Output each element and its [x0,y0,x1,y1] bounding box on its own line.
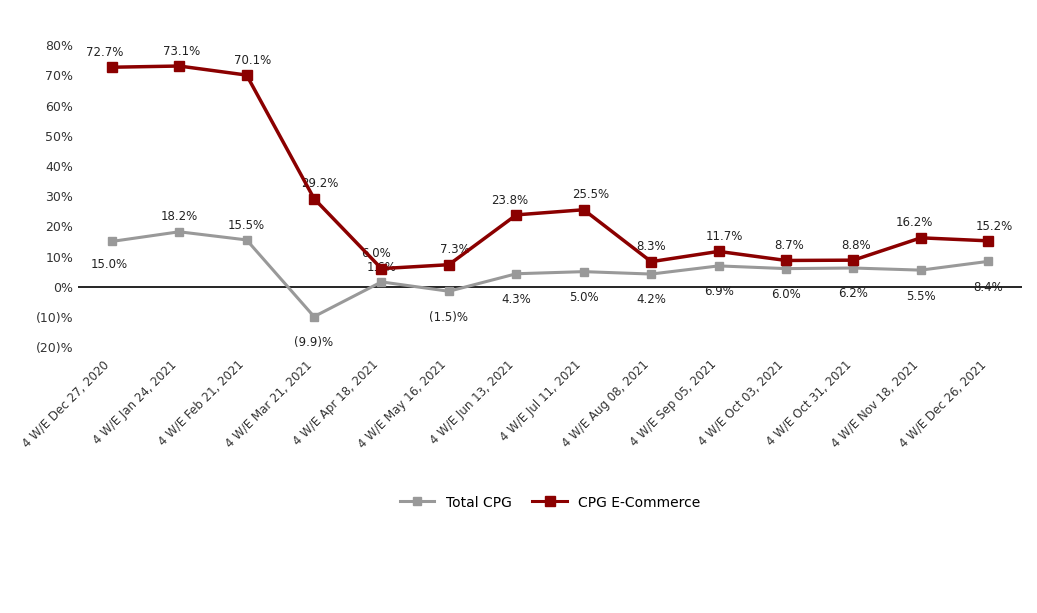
Text: 70.1%: 70.1% [233,54,271,67]
Text: 8.8%: 8.8% [841,239,871,252]
Text: 16.2%: 16.2% [895,216,932,229]
Total CPG [106,238,118,245]
CPG E-Commerce [915,234,927,242]
Text: 8.7%: 8.7% [774,239,804,252]
Text: 4.3%: 4.3% [502,293,531,306]
Text: 72.7%: 72.7% [86,46,123,59]
Text: (9.9)%: (9.9)% [295,336,334,349]
Total CPG [915,267,927,274]
Text: 25.5%: 25.5% [572,188,610,202]
CPG E-Commerce [712,248,725,255]
CPG E-Commerce [982,237,994,245]
Total CPG [847,264,860,272]
Text: 18.2%: 18.2% [161,210,198,224]
Text: 6.0%: 6.0% [772,288,801,301]
Total CPG [443,287,455,295]
Total CPG [308,313,320,321]
Text: 8.3%: 8.3% [637,240,666,253]
Total CPG [375,278,388,286]
Text: 6.2%: 6.2% [839,287,868,300]
CPG E-Commerce [578,206,590,213]
Text: 8.4%: 8.4% [974,281,1003,294]
Text: 6.0%: 6.0% [361,247,391,261]
Total CPG [645,270,657,278]
CPG E-Commerce [308,195,320,202]
CPG E-Commerce [780,257,792,264]
Text: 7.3%: 7.3% [440,243,470,256]
Text: 5.5%: 5.5% [906,289,935,303]
Legend: Total CPG, CPG E-Commerce: Total CPG, CPG E-Commerce [393,489,707,517]
Text: 5.0%: 5.0% [569,291,598,304]
CPG E-Commerce [443,261,455,268]
Total CPG [510,270,523,278]
Line: CPG E-Commerce: CPG E-Commerce [107,61,993,273]
CPG E-Commerce [241,71,253,78]
CPG E-Commerce [173,63,186,70]
Text: 15.0%: 15.0% [90,258,128,271]
CPG E-Commerce [847,256,860,264]
Text: 29.2%: 29.2% [301,177,338,190]
Text: 1.6%: 1.6% [366,261,396,273]
Text: 15.5%: 15.5% [228,219,265,232]
Line: Total CPG: Total CPG [108,227,992,321]
Text: 23.8%: 23.8% [491,194,528,207]
Text: 6.9%: 6.9% [704,285,733,299]
Total CPG [578,268,590,275]
Text: 73.1%: 73.1% [164,45,200,58]
Text: 4.2%: 4.2% [637,294,666,306]
Total CPG [780,265,792,272]
CPG E-Commerce [645,258,657,265]
CPG E-Commerce [106,64,118,71]
Text: 15.2%: 15.2% [975,219,1012,232]
CPG E-Commerce [375,265,388,272]
Total CPG [982,257,994,265]
Text: (1.5)%: (1.5)% [429,311,469,324]
Total CPG [173,228,186,235]
Total CPG [241,236,253,243]
Text: 11.7%: 11.7% [705,230,742,243]
CPG E-Commerce [510,211,523,219]
Total CPG [712,262,725,270]
